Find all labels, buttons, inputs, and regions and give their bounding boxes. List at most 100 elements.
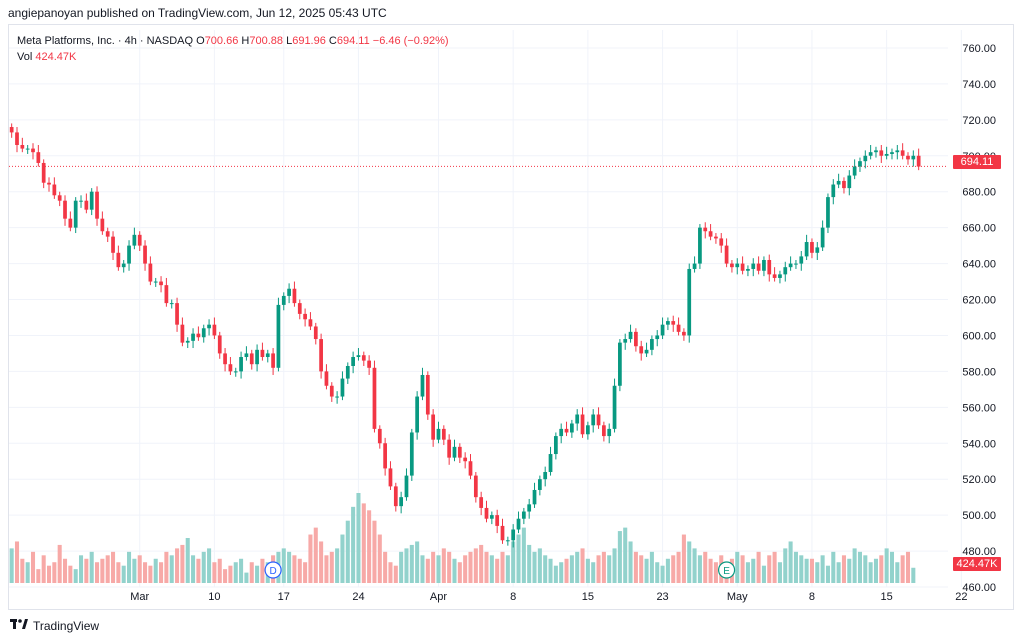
- candle-body: [244, 353, 249, 358]
- volume-bar: [569, 555, 574, 583]
- volume-bar: [169, 555, 174, 583]
- volume-bar: [377, 534, 382, 583]
- volume-bar: [820, 555, 825, 583]
- y-tick-label: 480.00: [962, 546, 996, 558]
- x-tick-label: 10: [208, 591, 220, 603]
- volume-bar: [612, 548, 617, 583]
- candle-body: [324, 371, 329, 386]
- volume-bar: [255, 565, 260, 583]
- candle-body: [890, 152, 894, 154]
- volume-bar: [329, 551, 334, 583]
- volume-bar: [548, 558, 553, 583]
- candle-body: [127, 245, 131, 264]
- x-tick-label: 23: [656, 591, 668, 603]
- volume-bar: [137, 555, 142, 583]
- volume-bar: [313, 527, 318, 583]
- volume-bar: [831, 551, 836, 583]
- volume-bar: [127, 551, 132, 583]
- volume-bar: [511, 541, 516, 583]
- candle-body: [169, 303, 174, 305]
- candle-body: [409, 432, 414, 476]
- candle-body: [212, 324, 217, 336]
- candle-body: [473, 475, 478, 498]
- candle-body: [297, 303, 302, 314]
- candle-body: [425, 374, 430, 415]
- volume-bar: [601, 551, 606, 583]
- volume-value: 424.47K: [35, 51, 77, 63]
- candle-body: [900, 150, 905, 156]
- volume-bar: [447, 551, 452, 583]
- y-tick-label: 520.00: [962, 474, 996, 486]
- high-value: 700.88: [249, 35, 284, 47]
- x-tick-label: 22: [955, 591, 967, 603]
- candle-body: [105, 231, 110, 237]
- volume-bar: [404, 548, 409, 583]
- candle-body: [132, 234, 137, 246]
- candle-body: [399, 497, 404, 507]
- volume-bar: [308, 534, 313, 583]
- volume-bar: [847, 558, 852, 583]
- volume-bar: [463, 555, 468, 583]
- candle-body: [111, 236, 115, 253]
- candle-body: [20, 144, 25, 149]
- volume-bar: [105, 555, 110, 583]
- candle-body: [628, 331, 633, 340]
- candle-body: [447, 439, 452, 458]
- volume-bar: [324, 555, 329, 583]
- candle-body: [95, 191, 99, 219]
- candle-body: [564, 428, 569, 433]
- candle-body: [740, 263, 745, 271]
- event-marker-label: D: [269, 566, 276, 577]
- candle-body: [746, 268, 750, 271]
- candle-body: [842, 180, 846, 189]
- volume-bar: [159, 562, 164, 583]
- volume-bar: [479, 544, 484, 583]
- event-marker-label: E: [723, 566, 730, 577]
- close-label: C: [328, 35, 337, 47]
- candle-body: [89, 191, 94, 210]
- candle-body: [730, 263, 734, 268]
- candle-body: [553, 436, 558, 455]
- candle-body: [794, 263, 798, 265]
- candle-body: [916, 155, 921, 167]
- volume-bar: [52, 562, 57, 583]
- volume-bar: [697, 555, 702, 583]
- x-tick-label: 17: [278, 591, 290, 603]
- volume-bar: [441, 548, 446, 583]
- open-value: 700.66: [204, 35, 239, 47]
- candle-body: [596, 414, 601, 426]
- candle-body: [191, 333, 195, 341]
- volume-bar: [409, 544, 414, 583]
- candle-body: [468, 461, 473, 476]
- candle-body: [223, 353, 227, 365]
- candle-body: [687, 268, 692, 336]
- volume-bar: [804, 558, 809, 583]
- grid-lines: [9, 30, 962, 588]
- candle-body: [228, 364, 233, 372]
- volume-bar: [367, 510, 372, 583]
- candle-body: [532, 489, 537, 505]
- volume-bar: [393, 565, 398, 583]
- candle-body: [858, 161, 862, 167]
- volume-bar: [815, 562, 820, 583]
- candle-body: [372, 367, 377, 429]
- candle-body: [778, 274, 782, 278]
- candle-body: [650, 339, 654, 350]
- candle-body: [463, 457, 468, 462]
- volume-bar: [564, 558, 569, 583]
- volume-bar: [217, 558, 222, 583]
- event-marker-circle: [717, 561, 736, 579]
- chart-frame: [8, 24, 1014, 610]
- candle-body: [383, 443, 388, 469]
- candle-body: [116, 252, 121, 268]
- volume-bar: [745, 562, 750, 583]
- volume-bar: [713, 562, 718, 583]
- tradingview-brand[interactable]: TradingView: [10, 618, 99, 633]
- y-tick-label: 740.00: [962, 79, 996, 91]
- candle-body: [489, 515, 494, 519]
- volume-bar: [644, 558, 649, 583]
- volume-bar: [617, 531, 622, 583]
- candle-body: [521, 511, 526, 519]
- candle-body: [217, 335, 222, 354]
